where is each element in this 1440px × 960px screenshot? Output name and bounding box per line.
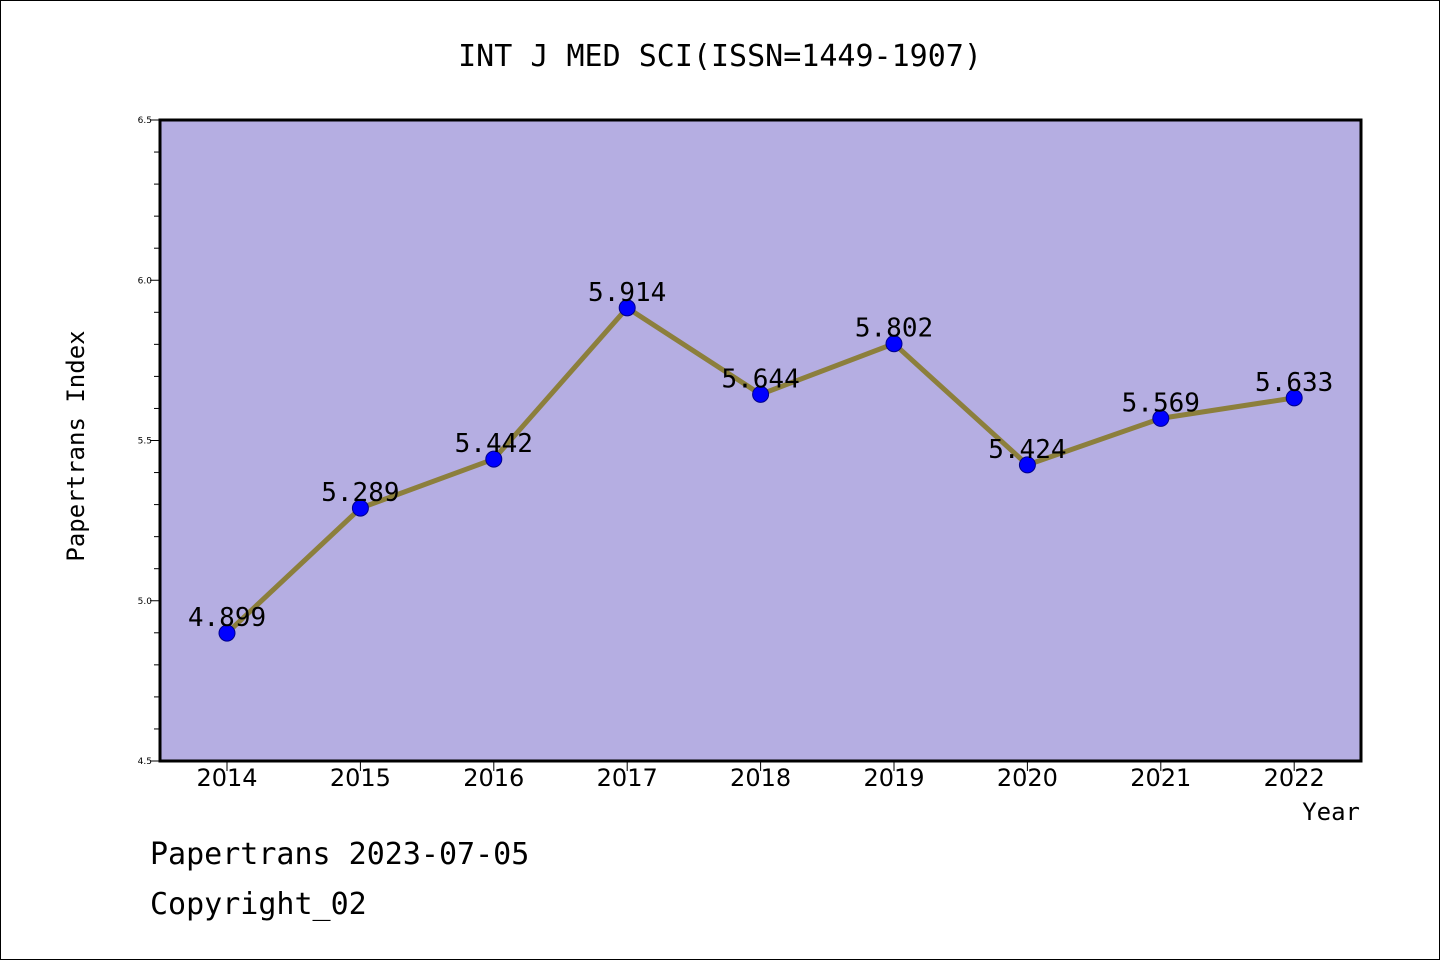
y-tick-label: 6.5 <box>138 116 152 126</box>
x-tick-label: 2014 <box>196 764 257 792</box>
plot-area <box>158 118 1363 763</box>
x-tick-label: 2019 <box>863 764 924 792</box>
x-tick-label: 2018 <box>730 764 791 792</box>
y-axis: 4.5 5.0 5.5 6.0 6.5 <box>138 116 160 767</box>
data-point <box>218 624 236 642</box>
data-point <box>351 499 369 517</box>
y-tick-label: 6.0 <box>138 276 153 286</box>
data-point <box>752 385 770 403</box>
data-point <box>618 299 636 317</box>
y-tick-label: 4.5 <box>138 757 152 767</box>
data-labels: 4.899 5.289 5.442 5.914 5.644 5.802 5.424 5.569… <box>188 278 1333 633</box>
data-label: 5.644 <box>721 364 799 394</box>
data-label: 5.289 <box>321 478 399 508</box>
y-tick-label: 5.5 <box>138 437 152 447</box>
x-tick-label: 2020 <box>997 764 1058 792</box>
data-label: 5.442 <box>455 429 533 459</box>
x-tick-label: 2022 <box>1264 764 1325 792</box>
x-axis-label: Year <box>1302 798 1360 826</box>
y-tick-label: 5.0 <box>138 597 153 607</box>
x-tick-label: 2017 <box>597 764 658 792</box>
data-label: 5.802 <box>855 314 933 344</box>
data-label: 5.569 <box>1122 388 1200 418</box>
data-point <box>885 335 903 353</box>
data-label: 5.424 <box>988 435 1066 465</box>
x-tick-label: 2021 <box>1130 764 1191 792</box>
data-label: 5.633 <box>1255 368 1333 398</box>
footer-source: Papertrans 2023-07-05 <box>150 837 529 872</box>
data-point <box>485 450 503 468</box>
data-label: 4.899 <box>188 603 266 633</box>
footer-copyright: Copyright_02 <box>150 887 367 922</box>
data-point <box>1018 456 1036 474</box>
data-point <box>1285 389 1303 407</box>
x-tick-label: 2015 <box>330 764 391 792</box>
x-tick-label: 2016 <box>463 764 524 792</box>
x-axis: 2014 2015 2016 2017 2018 2019 2020 2021 2022 <box>196 761 1325 792</box>
data-label: 5.914 <box>588 278 666 308</box>
y-axis-label: Papertrans Index <box>62 330 90 561</box>
data-point <box>1152 409 1170 427</box>
data-points <box>218 299 1303 642</box>
chart-title: INT J MED SCI(ISSN=1449-1907) <box>458 39 982 74</box>
